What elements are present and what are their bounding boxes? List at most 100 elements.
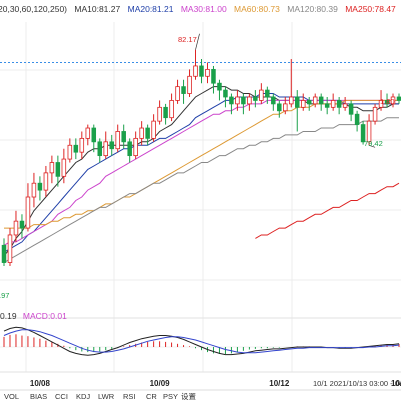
tab-bias[interactable]: BIAS xyxy=(30,392,47,401)
candle-body xyxy=(265,89,270,98)
candle-body xyxy=(85,127,91,139)
candle-body xyxy=(223,89,228,98)
candle-body xyxy=(115,131,120,150)
candle xyxy=(348,100,354,122)
tab-vol[interactable]: VOL xyxy=(4,392,19,401)
candle-body xyxy=(384,100,390,105)
tab-rsi[interactable]: RSI xyxy=(123,392,136,401)
candle-body xyxy=(25,196,31,229)
tab-kdj[interactable]: KDJ xyxy=(76,392,90,401)
candle xyxy=(169,93,174,122)
high-pointer xyxy=(195,33,200,50)
candle xyxy=(61,148,67,184)
candle xyxy=(133,131,138,160)
candle-body xyxy=(67,144,73,160)
tab-settings[interactable]: 设置 xyxy=(181,391,196,401)
macd-dea-line xyxy=(3,329,400,354)
x-tick-label: 10/1 xyxy=(391,379,401,388)
candle xyxy=(85,124,91,146)
candle-body xyxy=(127,141,132,157)
candle xyxy=(145,124,150,146)
candle-body xyxy=(277,103,282,112)
candle-body xyxy=(1,244,7,263)
candle-body xyxy=(235,96,240,105)
tab-lwr[interactable]: LWR xyxy=(98,392,115,401)
candle-body xyxy=(7,234,13,263)
candle xyxy=(103,131,108,160)
candle xyxy=(259,83,264,104)
candle xyxy=(384,93,390,108)
x-tick-label: 10/12 xyxy=(269,379,290,388)
candle xyxy=(312,93,318,108)
candle-body xyxy=(13,220,19,236)
candle xyxy=(378,90,384,111)
candle xyxy=(157,100,162,125)
tab-psy[interactable]: PSY xyxy=(163,392,178,401)
candle xyxy=(163,103,168,125)
candle-body xyxy=(121,131,126,143)
candle-body xyxy=(295,96,300,108)
candle xyxy=(205,62,210,84)
legend-params: 20,30,60,120,250) xyxy=(0,4,67,14)
legend-ma10: MA10:81.27 xyxy=(74,4,120,14)
candle-body xyxy=(241,96,246,105)
candle xyxy=(360,121,366,145)
candle xyxy=(241,93,246,115)
candle-body xyxy=(49,162,55,174)
candle-body xyxy=(372,106,378,122)
legend-ma250: MA250:78.47 xyxy=(345,4,396,14)
legend-ma20: MA20:81.21 xyxy=(128,4,174,14)
candle xyxy=(342,96,348,111)
candle-body xyxy=(157,106,162,122)
tab-cr[interactable]: CR xyxy=(146,392,157,401)
candle-body xyxy=(31,182,37,198)
candle-body xyxy=(312,96,318,105)
main-legend: 20,30,60,120,250) MA10:81.27 MA20:81.21 … xyxy=(0,4,396,14)
candle xyxy=(55,155,61,187)
candle xyxy=(127,138,132,163)
candle xyxy=(79,131,85,160)
candle xyxy=(7,228,13,266)
candle xyxy=(193,49,198,80)
candle xyxy=(199,59,204,84)
candle xyxy=(306,96,312,111)
candle-body xyxy=(55,162,61,177)
candle-body xyxy=(306,100,312,105)
candle-body xyxy=(253,96,258,101)
candle-body xyxy=(211,68,216,84)
status-datetime: 10/1 2021/10/13 03:00 - 04:00 三 xyxy=(313,379,401,388)
candle-body xyxy=(271,96,276,105)
candle xyxy=(43,165,49,198)
candle xyxy=(187,69,192,97)
candle xyxy=(67,138,73,163)
macd-panel xyxy=(0,326,401,356)
candle-body xyxy=(37,182,43,191)
candle xyxy=(277,100,282,118)
candle xyxy=(1,238,7,266)
candle xyxy=(330,93,336,111)
candle xyxy=(324,96,330,115)
candle-body xyxy=(283,103,288,112)
candle xyxy=(151,114,156,142)
candle-body xyxy=(342,103,348,108)
candle-body xyxy=(169,100,174,119)
candle xyxy=(73,138,79,160)
candle-body xyxy=(247,96,252,105)
candle xyxy=(247,93,252,111)
candle-body xyxy=(163,106,168,119)
tab-cci[interactable]: CCI xyxy=(55,392,68,401)
candle xyxy=(271,93,276,111)
candlestick-series xyxy=(1,33,401,266)
macd-legend: 0.19 MACD:0.01 xyxy=(0,311,67,321)
candle-body xyxy=(318,96,324,105)
legend-ma120: MA120:80.39 xyxy=(287,4,338,14)
candle xyxy=(253,90,258,108)
candle xyxy=(366,114,372,146)
candle xyxy=(19,214,25,239)
candle xyxy=(354,110,360,132)
candle-body xyxy=(354,113,360,125)
candle xyxy=(223,86,228,108)
candle-body xyxy=(300,100,306,108)
candle xyxy=(91,124,97,153)
